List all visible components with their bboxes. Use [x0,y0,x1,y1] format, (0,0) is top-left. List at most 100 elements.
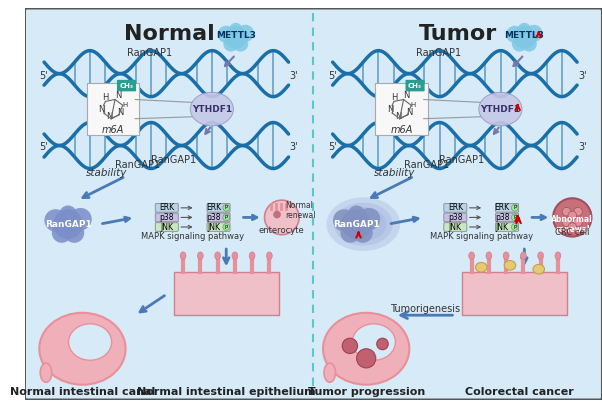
Text: YTHDF1: YTHDF1 [480,104,521,113]
Text: RanGAP1: RanGAP1 [415,49,461,58]
Text: 5': 5' [39,71,48,80]
Text: m6A: m6A [102,125,124,135]
Text: stability: stability [85,169,127,178]
Text: JNK: JNK [496,222,509,231]
Circle shape [264,200,299,235]
Text: RanGAP1: RanGAP1 [116,160,161,170]
Circle shape [340,223,361,243]
Text: m6A: m6A [391,125,413,135]
Circle shape [574,218,582,226]
FancyBboxPatch shape [25,9,602,399]
Ellipse shape [521,252,526,259]
Ellipse shape [249,252,255,259]
Text: N: N [387,104,393,113]
Circle shape [237,25,254,42]
Text: P: P [513,224,517,230]
Text: p38: p38 [160,213,174,222]
Circle shape [60,206,77,223]
Text: 5': 5' [39,142,48,153]
Text: CRC cell: CRC cell [555,228,589,237]
FancyBboxPatch shape [155,223,178,231]
Text: 3': 3' [578,142,587,153]
Text: RanGAP1: RanGAP1 [151,155,196,165]
Text: Abnormal
renewal: Abnormal renewal [551,215,593,234]
Circle shape [273,211,281,218]
FancyBboxPatch shape [495,223,518,231]
Text: P: P [225,215,228,220]
FancyBboxPatch shape [495,213,518,222]
Ellipse shape [340,207,386,241]
Ellipse shape [334,203,393,246]
Circle shape [64,223,84,243]
Text: H: H [411,102,416,108]
Circle shape [333,209,355,232]
FancyBboxPatch shape [444,204,467,212]
Ellipse shape [326,197,400,251]
Text: RanGAP1: RanGAP1 [439,155,485,165]
FancyBboxPatch shape [462,272,568,315]
Text: N: N [403,91,409,100]
Text: 3': 3' [578,71,587,80]
Circle shape [506,26,523,43]
Text: Tumorigenesis: Tumorigenesis [389,304,460,315]
Circle shape [574,207,582,216]
Text: Tumor progression: Tumor progression [308,387,425,397]
Text: Normal intestinal canal: Normal intestinal canal [10,387,155,397]
Text: 5': 5' [328,71,337,80]
Circle shape [69,208,92,231]
Ellipse shape [190,92,234,126]
Circle shape [52,223,72,243]
Text: enterocyte: enterocyte [259,226,305,235]
Ellipse shape [469,252,474,259]
Text: 5': 5' [328,142,337,153]
Text: RanGAP1: RanGAP1 [45,220,92,228]
Circle shape [553,198,591,237]
Circle shape [512,204,518,211]
Ellipse shape [476,262,487,272]
FancyBboxPatch shape [87,83,140,135]
FancyBboxPatch shape [207,223,230,231]
Text: H: H [122,102,127,108]
Circle shape [513,26,536,49]
Text: ERK: ERK [495,203,510,212]
FancyBboxPatch shape [155,213,178,222]
Circle shape [45,209,67,232]
Text: N: N [115,91,121,100]
FancyBboxPatch shape [207,204,230,212]
Text: P: P [225,205,228,211]
Text: RanGAP1: RanGAP1 [334,220,380,228]
Ellipse shape [39,313,126,385]
Text: JNK: JNK [449,222,462,231]
Ellipse shape [486,252,492,259]
FancyBboxPatch shape [207,213,230,222]
Ellipse shape [479,92,522,126]
FancyBboxPatch shape [117,80,136,91]
Text: H: H [391,93,397,102]
Circle shape [217,26,235,43]
Circle shape [521,36,537,51]
Ellipse shape [40,363,52,382]
Text: ERK: ERK [206,203,222,212]
FancyBboxPatch shape [444,223,467,231]
Text: YTHDF1: YTHDF1 [192,104,232,113]
Circle shape [233,36,248,51]
Circle shape [53,209,83,239]
Text: stability: stability [374,169,415,178]
Circle shape [356,349,376,368]
Text: p38: p38 [448,213,462,222]
Text: H: H [102,93,108,102]
Circle shape [342,209,371,239]
Circle shape [526,25,542,42]
Text: METTL3: METTL3 [504,31,544,40]
Text: N: N [106,112,113,121]
Circle shape [225,26,247,49]
FancyBboxPatch shape [406,80,424,91]
Text: N: N [98,104,105,113]
Ellipse shape [533,264,544,274]
Text: P: P [225,224,228,230]
Text: Normal
renewal: Normal renewal [286,201,316,220]
Circle shape [223,214,229,221]
Text: P: P [513,205,517,211]
Circle shape [229,23,243,36]
Circle shape [562,218,571,226]
